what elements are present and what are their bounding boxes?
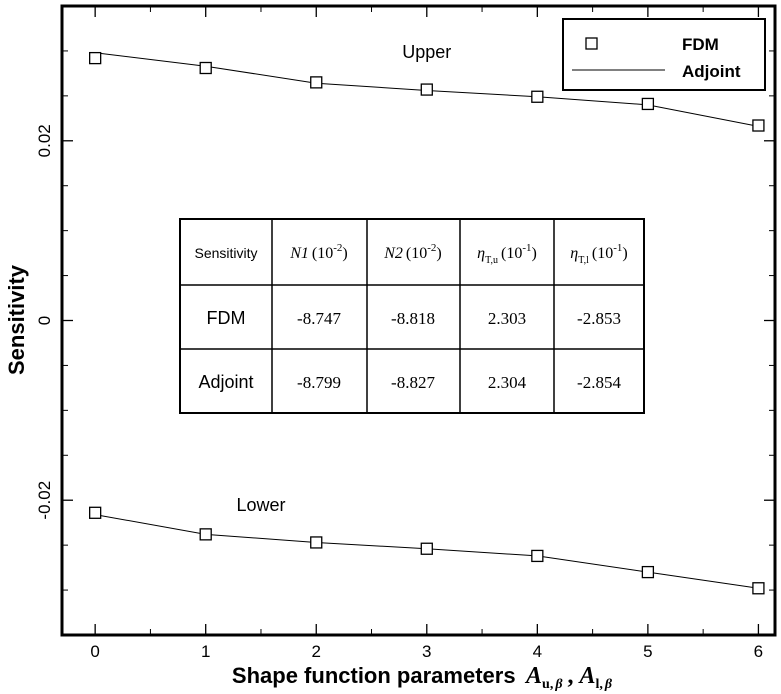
x-axis-label: Shape function parameters Au, β, Al, β	[232, 663, 613, 692]
x-axis-label-a-lower: A	[578, 663, 596, 689]
fdm-marker-lower	[199, 528, 212, 541]
x-tick-label: 6	[754, 642, 763, 661]
x-axis-label-a-upper: A	[524, 663, 542, 689]
fdm-marker-upper	[89, 51, 102, 65]
fdm-marker-upper	[310, 76, 323, 89]
table-header-n1-unit: (10	[312, 245, 333, 262]
fdm-marker-upper	[199, 61, 212, 75]
inset-table: Sensitivity N1 (10-2) N2 (10-2) ηT,u (10-1)…	[179, 218, 645, 414]
table-cell: -8.799	[297, 373, 341, 392]
y-tick-label: 0.02	[35, 124, 54, 157]
x-axis-label-sep-2: ,	[599, 677, 603, 692]
table-header-sensitivity: Sensitivity	[194, 245, 257, 261]
legend-marker-fdm	[585, 37, 598, 50]
table-header-eta-tu: ηT,u (10-1)	[477, 242, 537, 266]
table-header-eta-tl-close: )	[622, 245, 627, 262]
fdm-marker-lower	[641, 565, 655, 579]
table-cell: -2.853	[577, 309, 621, 328]
legend-label-fdm: FDM	[682, 35, 719, 54]
annotation-upper: Upper	[402, 42, 451, 62]
table-row-label-adjoint: Adjoint	[198, 372, 253, 392]
fdm-marker-lower	[310, 536, 323, 549]
table-header-n2-unit: (10	[406, 245, 427, 262]
fdm-marker-upper	[752, 119, 765, 132]
table-header-eta-tu-close: )	[531, 245, 536, 262]
table-header-n2-exp: -2	[427, 242, 436, 254]
table-header-n2-name: N2	[383, 245, 403, 262]
x-axis-label-beta-1: β	[554, 677, 563, 692]
x-axis-label-comma: ,	[568, 663, 574, 689]
table-header-n2-close: )	[436, 245, 441, 262]
x-axis-label-sub-u: u	[542, 677, 550, 692]
table-header-eta-tu-sub: T,u	[485, 255, 498, 266]
table-header-n1: N1 (10-2)	[289, 242, 348, 262]
table-header-n2: N2 (10-2)	[383, 242, 442, 262]
fdm-marker-upper	[531, 90, 544, 103]
table-header-eta-tl-unit: (10	[592, 245, 613, 262]
x-axis-label-text: Shape function parameters	[232, 663, 516, 688]
legend: FDM Adjoint	[562, 18, 766, 91]
table-cell: 2.303	[488, 309, 526, 328]
table-cell: 2.304	[488, 373, 527, 392]
table-cell: -8.747	[297, 309, 341, 328]
table-cell: -2.854	[577, 373, 621, 392]
axes: 0 1 2 3 4 5 6 -0.02 0 0.02	[35, 6, 775, 661]
series-markers	[89, 51, 765, 595]
table-header-eta-tl: ηT,l (10-1)	[570, 242, 627, 266]
x-tick-label: 3	[422, 642, 431, 661]
annotation-lower: Lower	[236, 495, 285, 515]
table-header-eta-tu-name: η	[477, 245, 485, 262]
y-axis-label: Sensitivity	[4, 264, 29, 375]
x-axis-label-sep-1: ,	[550, 677, 554, 692]
x-tick-label: 2	[312, 642, 321, 661]
table-header-eta-tl-name: η	[570, 245, 578, 262]
table-header-eta-tu-exp: -1	[522, 242, 531, 254]
x-tick-label: 1	[201, 642, 210, 661]
inset-table-frame	[179, 218, 645, 414]
legend-label-adjoint: Adjoint	[682, 62, 741, 81]
table-header-eta-tu-unit: (10	[501, 245, 522, 262]
fdm-marker-lower	[531, 549, 544, 563]
fdm-marker-upper	[641, 97, 655, 111]
x-tick-label: 0	[90, 642, 99, 661]
table-header-eta-tl-exp: -1	[613, 242, 622, 254]
x-axis-label-beta-2: β	[604, 677, 613, 692]
table-cell: -8.818	[391, 309, 435, 328]
x-tick-label: 4	[533, 642, 542, 661]
y-tick-label: 0	[35, 316, 54, 325]
fdm-marker-upper	[420, 83, 433, 96]
table-header-n1-name: N1	[289, 245, 309, 262]
fdm-marker-lower	[89, 506, 102, 519]
fdm-marker-lower	[752, 582, 765, 595]
y-tick-label: -0.02	[35, 481, 54, 520]
table-row-label-fdm: FDM	[207, 308, 246, 328]
table-header-n1-close: )	[342, 245, 347, 262]
x-axis-label-sub-l: l	[596, 677, 600, 692]
fdm-marker-lower	[420, 542, 433, 555]
table-header-n1-exp: -2	[333, 242, 342, 254]
x-tick-label: 5	[643, 642, 652, 661]
legend-box	[562, 18, 766, 91]
table-cell: -8.827	[391, 373, 435, 392]
table-header-eta-tl-sub: T,l	[578, 255, 589, 266]
